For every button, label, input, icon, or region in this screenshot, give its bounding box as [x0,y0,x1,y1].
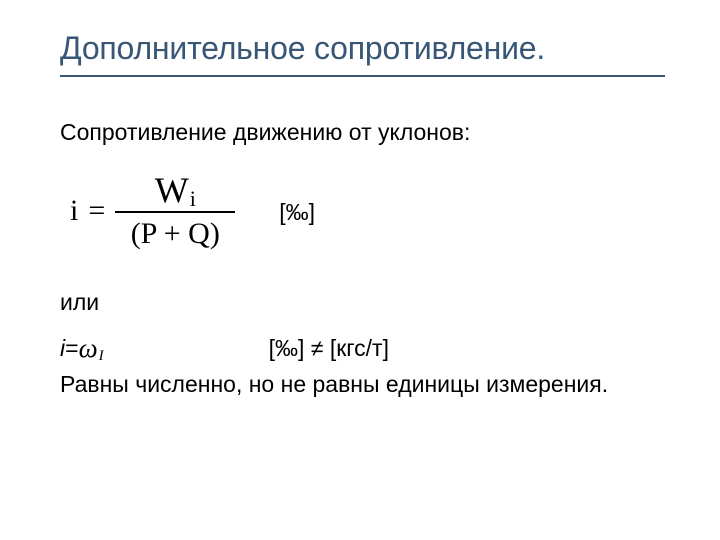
equals-sign: = [88,194,105,228]
formula-main: i = Wi (P + Q) [70,172,235,249]
numerator-w: W [155,170,189,210]
slide: Дополнительное сопротивление. Сопротивле… [0,0,720,540]
numerator-i: i [190,186,196,211]
fraction: Wi (P + Q) [115,172,235,249]
formula-unit: [‰] [279,199,315,226]
formula-row: i = Wi (P + Q) [‰] [70,172,665,249]
line2-sub: I [99,348,104,365]
formula-line-2: i = ω I [‰] ≠ [кгс/т] [60,332,665,363]
slide-body: Сопротивление движению от уклонов: i = W… [60,77,665,400]
line2-rhs: [‰] ≠ [кгс/т] [269,335,389,362]
lead-text: Сопротивление движению от уклонов: [60,119,665,146]
or-word: или [60,289,665,316]
line2-omega: ω [79,333,98,364]
last-sentence: Равны численно, но не равны единицы изме… [60,369,665,400]
fraction-numerator: Wi [151,172,200,211]
slide-title: Дополнительное сопротивление. [60,30,665,77]
formula-lhs: i [70,194,78,228]
fraction-denominator: (P + Q) [127,213,224,249]
line2-eq: = [65,335,78,362]
